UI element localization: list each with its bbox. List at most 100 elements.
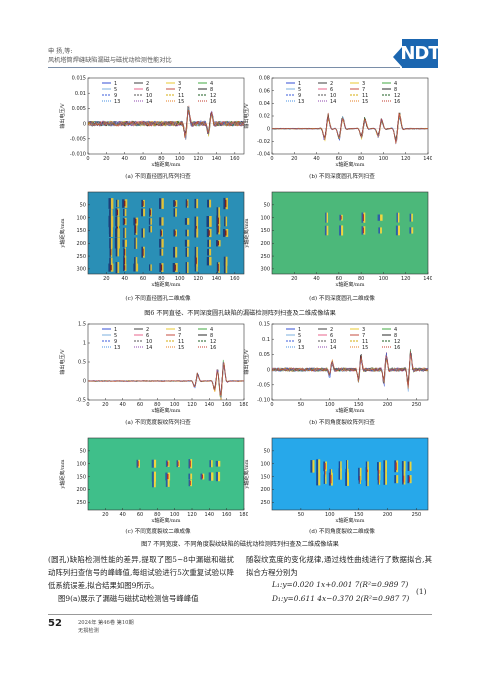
fig7a-xtick-label: 100 bbox=[170, 402, 180, 408]
fig6c-heat-cell bbox=[124, 219, 126, 224]
fig6c-heat-cell bbox=[124, 227, 127, 239]
fig6c-heat-cell bbox=[110, 257, 113, 265]
fig7b-series-12 bbox=[271, 349, 429, 383]
fig6b-legend-label: 16 bbox=[394, 99, 400, 105]
fig7a-legend-label: 13 bbox=[114, 345, 120, 351]
fig6c-heat-cell bbox=[173, 208, 176, 217]
fig7a-series-10 bbox=[87, 363, 245, 394]
fig7d-ytick-label: 250 bbox=[260, 500, 270, 506]
fig6b-xtick-label: 0 bbox=[270, 156, 273, 162]
fig6a-legend-label: 5 bbox=[114, 87, 117, 93]
fig6a-legend-label: 12 bbox=[210, 93, 216, 99]
fig7c-heat-cell bbox=[153, 478, 156, 488]
fig6c-heat-cell bbox=[173, 200, 176, 207]
fig6c-heat-cell bbox=[159, 198, 162, 209]
fig6c-heat-cell bbox=[109, 209, 111, 216]
fig7c-heat-cell bbox=[201, 474, 203, 479]
fig6c-heat-cell bbox=[150, 209, 151, 216]
fig6d-heat-cell bbox=[340, 215, 342, 220]
fig6c-heat-cell bbox=[117, 237, 120, 249]
fig7d-heat-cell bbox=[408, 476, 411, 482]
fig6c-heat-cell bbox=[216, 262, 219, 273]
fig7a-xtick-label: 40 bbox=[119, 402, 125, 408]
fig7c-heat-cell bbox=[190, 479, 192, 487]
fig7d-xtick-label: 250 bbox=[412, 512, 422, 518]
fig6c-heat-cell bbox=[225, 216, 228, 227]
fig6c-heat-cell bbox=[175, 229, 177, 237]
fig6d-xtick-label: 60 bbox=[336, 276, 342, 282]
fig7d-heat-cell bbox=[345, 472, 348, 486]
fig6c-heat-cell bbox=[225, 229, 229, 237]
fig7d-heat-cell bbox=[347, 472, 349, 486]
fig6c-heat-cell bbox=[150, 225, 152, 233]
fig6c-heat-cell bbox=[207, 239, 210, 247]
fig6d-ytick-label: 50 bbox=[264, 203, 270, 209]
fig6d-heat-cell bbox=[411, 227, 414, 234]
fig6c-heat-cell bbox=[172, 263, 176, 273]
fig7d-ytick-label: 150 bbox=[260, 474, 270, 480]
fig6b-legend-label: 3 bbox=[362, 81, 365, 87]
fig6c-heat-cell bbox=[161, 263, 164, 272]
fig6d-heat-cell bbox=[326, 212, 328, 223]
fig7d-panel: 50 100 150 200 250 50 100 150 200 250 x轴距离/mm y轴距离/… bbox=[242, 434, 432, 526]
fig6c-heat-cell bbox=[224, 230, 227, 236]
fig7c-heat-cell bbox=[167, 472, 171, 481]
fig7d-heat-cell bbox=[396, 460, 399, 473]
fig7c-heat-cell bbox=[138, 459, 140, 468]
fig6a-legend-label: 3 bbox=[178, 81, 181, 87]
fig7c-heat-cell bbox=[215, 471, 218, 482]
fig6c-heat-cell bbox=[175, 263, 178, 273]
fig7b-ytick-label: 0 bbox=[267, 367, 270, 373]
fig6c-heat-cell bbox=[124, 264, 127, 272]
fig6c-heat-cell bbox=[216, 215, 219, 228]
fig7c-ytick-label: 100 bbox=[76, 461, 86, 467]
fig6c-heat-cell bbox=[124, 249, 126, 256]
fig7a-xtick-label: 160 bbox=[222, 402, 232, 408]
fig6c-heat-cell bbox=[184, 218, 188, 225]
fig7d-heat-cell bbox=[340, 461, 342, 472]
fig7c-heat-cell bbox=[188, 459, 191, 469]
fig6c-heat-cell bbox=[161, 217, 164, 226]
fig6c-heat-cell bbox=[218, 207, 220, 218]
fig7a-legend-label: 7 bbox=[178, 333, 181, 339]
fig7a-caption: (a) 不同宽度裂纹阵列扫查 bbox=[125, 420, 191, 426]
fig6b-panel: 0 20 40 60 80 100 120 140 0.08 0.06 0.04 0.02 0 -0.02… bbox=[242, 74, 432, 170]
fig6c-heat-cell bbox=[123, 256, 125, 267]
fig7d-heat-cell bbox=[377, 462, 379, 471]
fig7a-series-2 bbox=[87, 365, 245, 395]
fig7a-xtick-label: 20 bbox=[102, 402, 108, 408]
fig6a-legend-label: 10 bbox=[146, 93, 152, 99]
fig6c-ytick-label: 150 bbox=[76, 228, 86, 234]
fig6c-heat-cell bbox=[187, 229, 189, 237]
fig6b-ytick-label: 0.04 bbox=[259, 101, 270, 107]
fig7b-xtick-label: 200 bbox=[383, 402, 393, 408]
fig6c-heat-cell bbox=[110, 264, 112, 271]
fig7d-ylabel: y轴距离/mm bbox=[243, 459, 250, 489]
fig6c-heat-cell bbox=[185, 229, 188, 237]
fig6c-heat-cell bbox=[122, 199, 125, 208]
fig6a-xtick-label: 60 bbox=[140, 156, 146, 162]
fig6c-heat-cell bbox=[216, 240, 219, 247]
fig7a-legend-label: 8 bbox=[210, 333, 213, 339]
fig7c-xtick-label: 160 bbox=[222, 512, 232, 518]
fig6d-heat-cell bbox=[362, 227, 364, 234]
fig7b-xtick-label: 250 bbox=[412, 402, 422, 408]
fig6a-xtick-label: 20 bbox=[103, 156, 109, 162]
fig7c-heat-cell bbox=[211, 460, 213, 468]
fig6c-heat-cell bbox=[110, 249, 112, 256]
fig7d-heat-cell bbox=[385, 473, 387, 485]
fig7a-legend-label: 3 bbox=[178, 327, 181, 333]
fig6c-heat-cell bbox=[110, 198, 114, 209]
fig6a-series-8 bbox=[87, 106, 245, 134]
fig7d-heat-cell bbox=[325, 474, 327, 484]
fig7a-series-14 bbox=[87, 361, 245, 395]
fig7d-heat-cell bbox=[359, 476, 361, 483]
fig7d-heat-cell bbox=[377, 473, 379, 485]
fig6c-heat-cell bbox=[115, 228, 118, 238]
fig7c-heat-cell bbox=[136, 459, 139, 468]
fig6c-heat-cell bbox=[115, 208, 118, 217]
fig6a-xtick-label: 40 bbox=[122, 156, 128, 162]
fig6c-heat-cell bbox=[123, 200, 126, 207]
fig7d-heat-cell bbox=[367, 461, 369, 471]
fig6c-xtick-label: 160 bbox=[230, 276, 240, 282]
